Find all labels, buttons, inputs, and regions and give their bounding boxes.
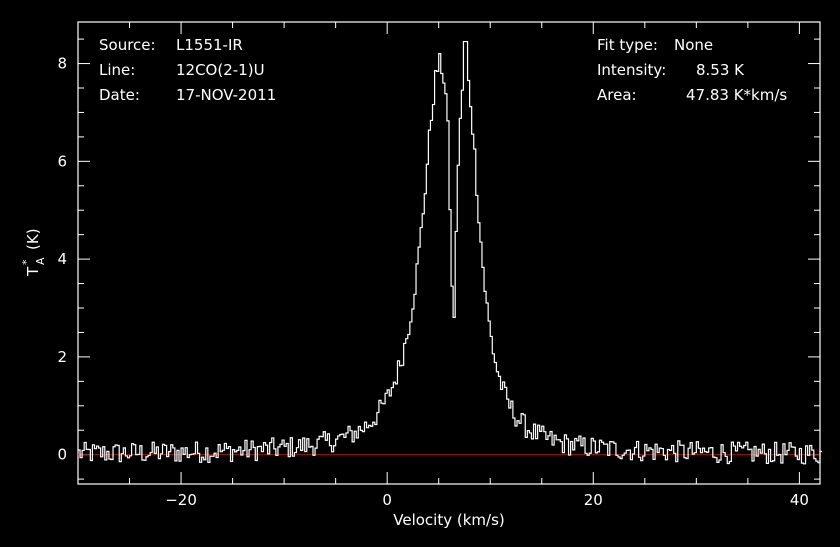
axis-ticks [77,22,820,484]
y-tick-label: 8 [57,55,67,73]
line-label: Line: [99,61,135,79]
y-axis-label-main: T [24,266,42,277]
x-tick-label: 40 [790,491,809,509]
y-axis-label-sub: A [34,257,47,265]
area-value: 47.83 K*km/s [686,86,787,104]
y-tick-label: 6 [57,152,67,170]
x-tick-label: −20 [165,491,197,509]
date-label: Date: [99,86,140,104]
y-tick-label: 2 [57,348,67,366]
area-label: Area: [597,86,637,104]
spectrum-series-line [78,40,823,465]
y-axis-label-unit: (K) [24,228,42,250]
date-value: 17-NOV-2011 [176,86,276,104]
y-axis-label-sup: * [20,259,33,265]
x-tick-label: 0 [382,491,392,509]
plot-frame [77,21,821,485]
source-label: Source: [99,36,156,54]
fit-type-value: None [674,36,713,54]
axis-tick-labels: −20 0 20 40 0 2 4 6 8 [57,55,808,509]
intensity-label: Intensity: [597,61,666,79]
y-axis-label: T * A (K) [20,228,47,277]
y-tick-label: 0 [57,446,67,464]
x-tick-label: 20 [584,491,603,509]
source-value: L1551-IR [176,36,243,54]
line-value: 12CO(2-1)U [176,61,265,79]
x-axis-label: Velocity (km/s) [393,511,504,529]
y-tick-label: 4 [57,250,67,268]
intensity-value: 8.53 K [696,61,745,79]
fit-type-label: Fit type: [597,36,658,54]
